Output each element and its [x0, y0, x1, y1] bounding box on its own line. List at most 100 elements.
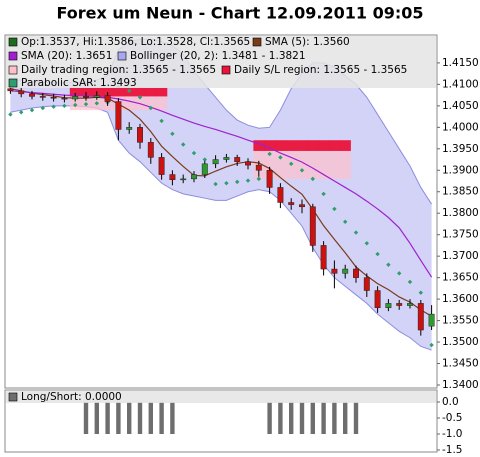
candle-body: [72, 96, 79, 100]
sl-region: [285, 140, 297, 151]
trading-region: [145, 87, 157, 111]
bar: [127, 402, 132, 434]
legend-label: SMA (5): 1.3560: [265, 36, 350, 48]
y-tick-label: 1.3950: [442, 143, 479, 155]
legend-box: [6, 391, 436, 403]
trading-region: [329, 140, 341, 179]
bar: [83, 402, 89, 434]
legend-swatch: [8, 65, 18, 75]
candle-body: [137, 127, 143, 143]
sl-region: [318, 140, 330, 151]
sar-dot: [407, 279, 413, 285]
trading-region: [339, 140, 351, 179]
sar-dot: [127, 88, 132, 94]
legend-swatch: [221, 65, 231, 75]
bar: [170, 402, 175, 434]
sar-dot: [299, 168, 305, 173]
y-tick-label: 1.3400: [442, 379, 479, 391]
candle-body: [223, 157, 230, 160]
legend-label: Op:1.3537, Hi:1.3586, Lo:1.3528, Cl:1.35…: [21, 36, 250, 48]
sar-dot: [94, 101, 99, 106]
sar-dot: [159, 118, 164, 124]
candle-body: [234, 157, 241, 162]
sl-region: [296, 140, 308, 151]
candle-body: [126, 127, 133, 130]
legend-swatch: [117, 51, 127, 61]
bar: [299, 402, 305, 434]
sar-dot: [224, 180, 229, 186]
trading-region: [307, 140, 319, 179]
candle-body: [428, 313, 435, 327]
candle-body: [169, 174, 176, 180]
sl-region: [264, 140, 276, 151]
sl-region: [275, 140, 287, 151]
sar-dot: [332, 206, 337, 212]
legend-box: [6, 36, 436, 88]
y-tick-label: 0.0: [442, 396, 459, 408]
y-tick-label: -0.5: [442, 412, 463, 424]
bar: [148, 402, 153, 434]
candle-body: [245, 161, 251, 166]
candle-body: [342, 268, 349, 274]
trading-region: [285, 140, 297, 179]
bar: [310, 402, 315, 434]
legend-label: Bollinger (20, 2): 1.3481 - 1.3821: [130, 50, 306, 62]
candle-body: [385, 303, 392, 308]
bar: [116, 402, 121, 434]
sma-line: [10, 90, 433, 278]
candle-body: [266, 170, 273, 188]
sar-dot: [170, 131, 175, 136]
y-tick-label: 1.3600: [442, 293, 479, 305]
sar-dot: [278, 155, 283, 160]
sar-dot: [191, 150, 197, 156]
bar: [278, 402, 283, 434]
candle-body: [83, 96, 89, 98]
trading-region: [264, 140, 276, 179]
sar-dot: [375, 251, 380, 257]
sar-dot: [51, 104, 56, 109]
y-tick-label: 1.3550: [442, 315, 479, 327]
sar-dot: [267, 151, 272, 157]
bar: [289, 402, 294, 434]
y-tick-label: -1.0: [442, 428, 463, 440]
candle-body: [104, 95, 111, 102]
trading-region: [296, 140, 308, 179]
sar-dot: [245, 178, 251, 183]
y-tick-label: 1.3650: [442, 272, 479, 284]
legend-swatch: [8, 37, 18, 47]
sar-dot: [202, 157, 207, 162]
sar-dot: [418, 290, 423, 295]
y-tick-label: 1.4050: [442, 100, 479, 112]
bar: [353, 402, 359, 434]
sar-dot: [40, 105, 45, 111]
candle-body: [180, 178, 187, 181]
candle-body: [320, 245, 327, 270]
legend-label: SMA (20): 1.3651: [21, 50, 112, 62]
sl-region: [329, 140, 341, 151]
y-tick-label: 1.3500: [442, 336, 479, 348]
bar: [105, 402, 110, 434]
candle-body: [147, 142, 154, 158]
candle-body: [29, 93, 35, 97]
candle-body: [18, 90, 25, 95]
legend-swatch: [252, 37, 262, 47]
y-tick-label: 1.4100: [442, 78, 479, 90]
sar-dot: [62, 103, 67, 109]
candle-body: [288, 202, 295, 205]
sar-dot: [321, 191, 326, 197]
y-tick-label: 1.4150: [442, 57, 479, 69]
candle-body: [396, 303, 403, 306]
sar-dot: [29, 107, 35, 113]
y-tick-label: 1.3700: [442, 250, 479, 262]
trading-region: [156, 87, 168, 111]
sl-region: [339, 140, 351, 151]
legend-label: Daily S/L region: 1.3565 - 1.3565: [234, 64, 407, 76]
candle-body: [417, 303, 424, 331]
sar-dot: [353, 230, 359, 235]
legend-swatch: [8, 392, 18, 402]
legend-swatch: [8, 51, 18, 61]
y-tick-label: 1.3750: [442, 229, 479, 241]
candle-body: [363, 277, 370, 291]
